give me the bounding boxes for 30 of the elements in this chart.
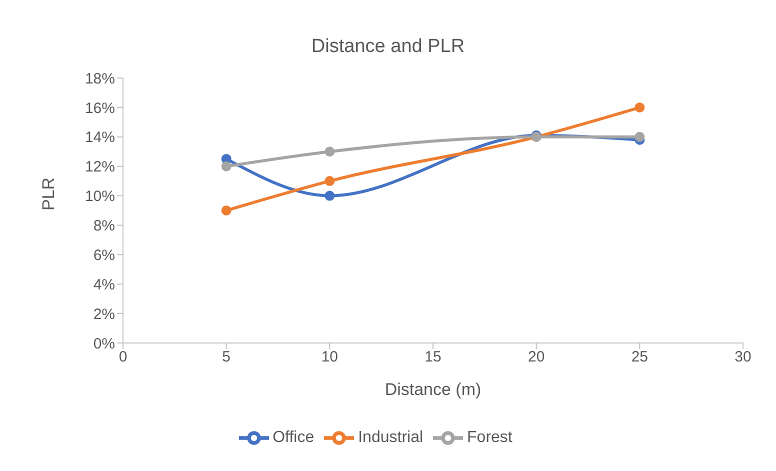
x-tick-label: 5 (222, 348, 231, 366)
y-axis-title: PLR (39, 177, 58, 210)
y-tick-label: 18% (84, 70, 115, 88)
x-tick-label: 10 (321, 348, 338, 366)
x-tick-label: 30 (734, 348, 752, 366)
y-tick-label: 14% (84, 129, 115, 146)
y-tick-label: 2% (93, 306, 115, 323)
legend-label: Forest (467, 429, 512, 446)
point (324, 190, 335, 201)
y-tick-label: 6% (93, 246, 115, 264)
x-tick-label: 15 (424, 348, 442, 366)
chart-title: Distance and PLR (310, 36, 466, 58)
point (221, 206, 232, 216)
legend-label: Office (272, 429, 314, 446)
x-tick-label: 25 (631, 348, 648, 366)
y-tick-label: 12% (84, 158, 115, 176)
y-tick-label: 10% (84, 188, 115, 206)
point (634, 132, 645, 142)
point (634, 102, 645, 112)
y-tick-label: 16% (84, 100, 115, 117)
point (324, 146, 335, 157)
x-tick-label: 20 (528, 348, 545, 366)
legend-label: Industrial (358, 429, 424, 446)
x-tick-label: 0 (118, 348, 128, 366)
y-tick-label: 8% (93, 218, 115, 235)
point (324, 176, 335, 186)
point (221, 161, 232, 172)
x-axis-title: Distance (m) (384, 380, 482, 399)
y-tick-label: 4% (93, 276, 115, 294)
y-tick-label: 0% (93, 335, 115, 352)
